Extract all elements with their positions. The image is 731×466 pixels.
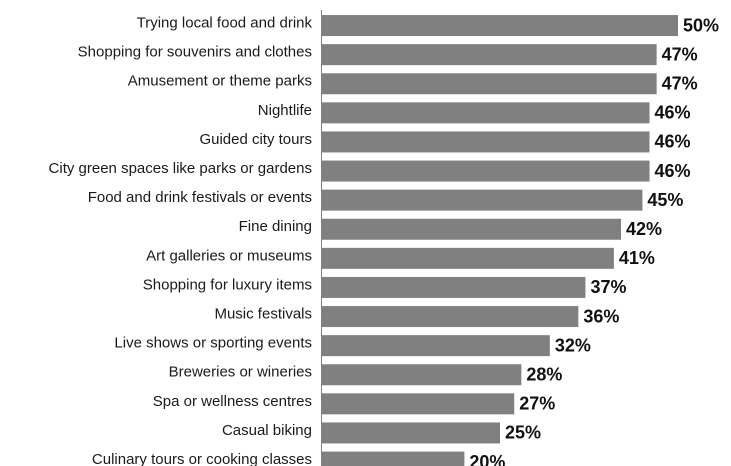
- category-labels-group: Trying local food and drink Shopping for …: [49, 15, 313, 466]
- bar: [322, 73, 657, 95]
- bar: [322, 451, 465, 466]
- category-label: Culinary tours or cooking classes: [92, 451, 312, 466]
- value-label: 28%: [526, 365, 562, 385]
- bar: [322, 276, 586, 298]
- bar: [322, 44, 657, 66]
- category-label: Shopping for luxury items: [143, 276, 312, 293]
- bars-group: [322, 15, 678, 466]
- bar: [322, 189, 643, 211]
- value-label: 46%: [655, 161, 691, 181]
- bar: [322, 422, 500, 444]
- value-label: 46%: [655, 132, 691, 152]
- value-label: 47%: [662, 44, 698, 64]
- bar: [322, 247, 614, 269]
- bar: [322, 160, 650, 182]
- bar: [322, 102, 650, 124]
- value-label: 32%: [555, 335, 591, 355]
- category-label: Amusement or theme parks: [128, 73, 312, 90]
- value-label: 45%: [647, 190, 683, 210]
- category-label: Music festivals: [214, 306, 312, 323]
- value-label: 37%: [590, 277, 626, 297]
- category-label: Fine dining: [239, 218, 312, 235]
- bar: [322, 335, 550, 357]
- bar: [322, 218, 622, 240]
- bar: [322, 393, 515, 415]
- value-label: 50%: [683, 15, 719, 35]
- bar: [322, 131, 650, 153]
- value-label: 41%: [619, 248, 655, 268]
- category-label: Guided city tours: [199, 131, 312, 148]
- value-label: 25%: [505, 423, 541, 443]
- category-label: Nightlife: [258, 102, 312, 119]
- category-label: Casual biking: [222, 422, 312, 439]
- bar: [322, 364, 522, 386]
- value-label: 47%: [662, 74, 698, 94]
- category-label: Spa or wellness centres: [153, 393, 312, 410]
- category-label: Breweries or wineries: [169, 364, 312, 381]
- bar: [322, 306, 579, 328]
- value-label: 42%: [626, 219, 662, 239]
- value-label: 46%: [655, 103, 691, 123]
- value-label: 27%: [519, 394, 555, 414]
- bar: [322, 15, 678, 37]
- category-label: Trying local food and drink: [137, 15, 313, 32]
- category-label: Art galleries or museums: [146, 247, 312, 264]
- category-label: Shopping for souvenirs and clothes: [78, 44, 312, 61]
- value-label: 20%: [469, 452, 505, 466]
- category-label: City green spaces like parks or gardens: [49, 160, 312, 177]
- category-label: Live shows or sporting events: [114, 335, 312, 352]
- value-label: 36%: [583, 306, 619, 326]
- value-labels-group: 50% 47% 47% 46% 46% 46% 45% 42% 41% 37% 36% 32% 28% 2…: [469, 15, 719, 466]
- category-label: Food and drink festivals or events: [88, 189, 312, 206]
